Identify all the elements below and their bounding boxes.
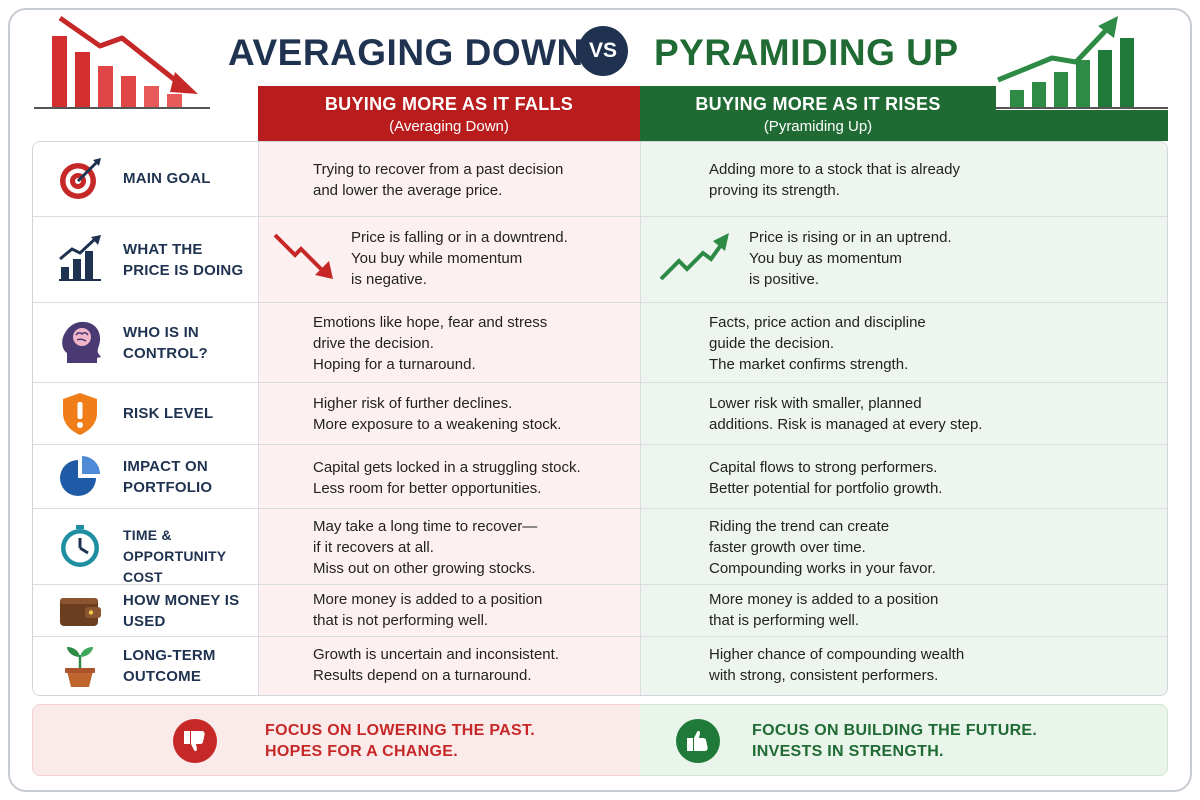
pyramiding-up-cell: Lower risk with smaller, planned additio… bbox=[641, 383, 1167, 444]
row-label: LONG-TERM OUTCOME bbox=[123, 647, 216, 685]
row-label: WHAT THE PRICE IS DOING bbox=[123, 241, 244, 279]
comparison-table: MAIN GOAL Trying to recover from a past … bbox=[32, 141, 1168, 696]
pyramiding-up-text: Riding the trend can create faster growt… bbox=[709, 518, 936, 577]
column-header-subtitle: (Averaging Down) bbox=[389, 118, 509, 135]
row-label: MAIN GOAL bbox=[123, 170, 211, 187]
row-label-cell: RISK LEVEL bbox=[33, 383, 259, 444]
pyramiding-up-text: Higher chance of compounding wealth with… bbox=[709, 646, 965, 684]
averaging-down-text: Growth is uncertain and inconsistent. Re… bbox=[313, 646, 559, 684]
averaging-down-cell: Trying to recover from a past decision a… bbox=[259, 142, 641, 216]
footer-pyramiding-up: FOCUS ON BUILDING THE FUTURE. INVESTS IN… bbox=[640, 704, 1168, 776]
pyramiding-up-cell: Facts, price action and discipline guide… bbox=[641, 303, 1167, 382]
averaging-down-text: Higher risk of further declines. More ex… bbox=[313, 395, 562, 433]
table-row-time: TIME & OPPORTUNITY COST May take a long … bbox=[33, 508, 1167, 585]
falling-arrow-icon bbox=[273, 233, 333, 279]
table-row-portfolio: IMPACT ON PORTFOLIO Capital gets locked … bbox=[33, 444, 1167, 508]
column-header-subtitle: (Pyramiding Up) bbox=[763, 118, 873, 135]
averaging-down-cell: More money is added to a position that i… bbox=[259, 585, 641, 636]
row-label-cell: IMPACT ON PORTFOLIO bbox=[33, 445, 259, 508]
thumbs-down-icon bbox=[173, 719, 217, 763]
clock-icon bbox=[61, 525, 99, 567]
table-row-money: HOW MONEY IS USED More money is added to… bbox=[33, 584, 1167, 636]
warning-shield-icon bbox=[63, 393, 97, 435]
rising-bar-chart-icon bbox=[994, 16, 1168, 109]
thumbs-up-icon bbox=[676, 719, 720, 763]
column-header-title: BUYING MORE AS IT FALLS bbox=[324, 94, 574, 114]
footer-line: HOPES FOR A CHANGE. bbox=[265, 743, 458, 760]
vs-badge: VS bbox=[578, 26, 628, 76]
title-pyramiding-up: PYRAMIDING UP bbox=[654, 32, 959, 73]
row-label-cell: MAIN GOAL bbox=[33, 142, 259, 216]
wallet-icon bbox=[60, 598, 101, 626]
pyramiding-up-cell: Price is rising or in an uptrend. You bu… bbox=[641, 217, 1167, 302]
footer-line: FOCUS ON LOWERING THE PAST. bbox=[265, 722, 536, 739]
averaging-down-text: May take a long time to recover— if it r… bbox=[313, 518, 538, 577]
pyramiding-up-text: Price is rising or in an uptrend. You bu… bbox=[749, 229, 952, 288]
averaging-down-cell: Price is falling or in a downtrend. You … bbox=[259, 217, 641, 302]
pyramiding-up-text: More money is added to a position that i… bbox=[709, 591, 939, 629]
table-row-main-goal: MAIN GOAL Trying to recover from a past … bbox=[33, 142, 1167, 216]
pyramiding-up-text: Facts, price action and discipline guide… bbox=[709, 314, 926, 373]
row-label-cell: WHO IS IN CONTROL? bbox=[33, 303, 259, 382]
averaging-down-text: Emotions like hope, fear and stress driv… bbox=[313, 314, 548, 373]
row-label: IMPACT ON PORTFOLIO bbox=[123, 458, 213, 496]
head-brain-icon bbox=[62, 321, 101, 363]
averaging-down-text: Trying to recover from a past decision a… bbox=[313, 161, 564, 199]
footer-text: FOCUS ON BUILDING THE FUTURE. INVESTS IN… bbox=[752, 720, 1037, 762]
row-label-cell: HOW MONEY IS USED bbox=[33, 585, 259, 636]
rising-arrow-icon bbox=[659, 233, 729, 281]
averaging-down-text: More money is added to a position that i… bbox=[313, 591, 543, 629]
averaging-down-cell: Higher risk of further declines. More ex… bbox=[259, 383, 641, 444]
averaging-down-text: Price is falling or in a downtrend. You … bbox=[351, 229, 568, 288]
footer-line: FOCUS ON BUILDING THE FUTURE. bbox=[752, 722, 1038, 739]
row-label: WHO IS IN CONTROL? bbox=[123, 324, 208, 362]
row-label: RISK LEVEL bbox=[123, 405, 214, 422]
table-row-risk: RISK LEVEL Higher risk of further declin… bbox=[33, 382, 1167, 444]
title-averaging-down: AVERAGING DOWN bbox=[228, 32, 584, 73]
plant-sprout-icon bbox=[65, 647, 95, 687]
column-header-averaging-down: BUYING MORE AS IT FALLS (Averaging Down) bbox=[258, 86, 640, 141]
pyramiding-up-cell: Adding more to a stock that is already p… bbox=[641, 142, 1167, 216]
row-label: HOW MONEY IS USED bbox=[123, 592, 240, 630]
falling-bar-chart-icon bbox=[34, 15, 210, 109]
row-label-cell: TIME & OPPORTUNITY COST bbox=[33, 509, 259, 585]
row-label-cell: WHAT THE PRICE IS DOING bbox=[33, 217, 259, 302]
pyramiding-up-text: Adding more to a stock that is already p… bbox=[709, 161, 960, 199]
pyramiding-up-cell: More money is added to a position that i… bbox=[641, 585, 1167, 636]
row-label: TIME & OPPORTUNITY COST bbox=[123, 527, 227, 585]
column-header-title: BUYING MORE AS IT RISES bbox=[695, 94, 941, 114]
pyramiding-up-cell: Capital flows to strong performers. Bett… bbox=[641, 445, 1167, 508]
pyramiding-up-text: Lower risk with smaller, planned additio… bbox=[709, 395, 983, 433]
table-row-control: WHO IS IN CONTROL? Emotions like hope, f… bbox=[33, 302, 1167, 382]
pyramiding-up-cell: Riding the trend can create faster growt… bbox=[641, 509, 1167, 584]
table-row-price-action: WHAT THE PRICE IS DOING Price is falling… bbox=[33, 216, 1167, 302]
rising-bar-chart-icon bbox=[59, 235, 101, 281]
footer-line: INVESTS IN STRENGTH. bbox=[752, 743, 944, 760]
pie-chart-icon bbox=[60, 456, 100, 496]
pyramiding-up-cell: Higher chance of compounding wealth with… bbox=[641, 637, 1167, 695]
target-icon bbox=[60, 158, 101, 199]
averaging-down-cell: Emotions like hope, fear and stress driv… bbox=[259, 303, 641, 382]
column-header-pyramiding-up: BUYING MORE AS IT RISES (Pyramiding Up) bbox=[640, 86, 996, 141]
row-label-cell: LONG-TERM OUTCOME bbox=[33, 637, 259, 695]
averaging-down-text: Capital gets locked in a struggling stoc… bbox=[313, 459, 581, 497]
footer-averaging-down: FOCUS ON LOWERING THE PAST. HOPES FOR A … bbox=[32, 704, 640, 776]
pyramiding-up-text: Capital flows to strong performers. Bett… bbox=[709, 459, 943, 497]
averaging-down-cell: Growth is uncertain and inconsistent. Re… bbox=[259, 637, 641, 695]
table-row-outcome: LONG-TERM OUTCOME Growth is uncertain an… bbox=[33, 636, 1167, 695]
averaging-down-cell: May take a long time to recover— if it r… bbox=[259, 509, 641, 584]
averaging-down-cell: Capital gets locked in a struggling stoc… bbox=[259, 445, 641, 508]
footer-text: FOCUS ON LOWERING THE PAST. HOPES FOR A … bbox=[265, 720, 535, 762]
